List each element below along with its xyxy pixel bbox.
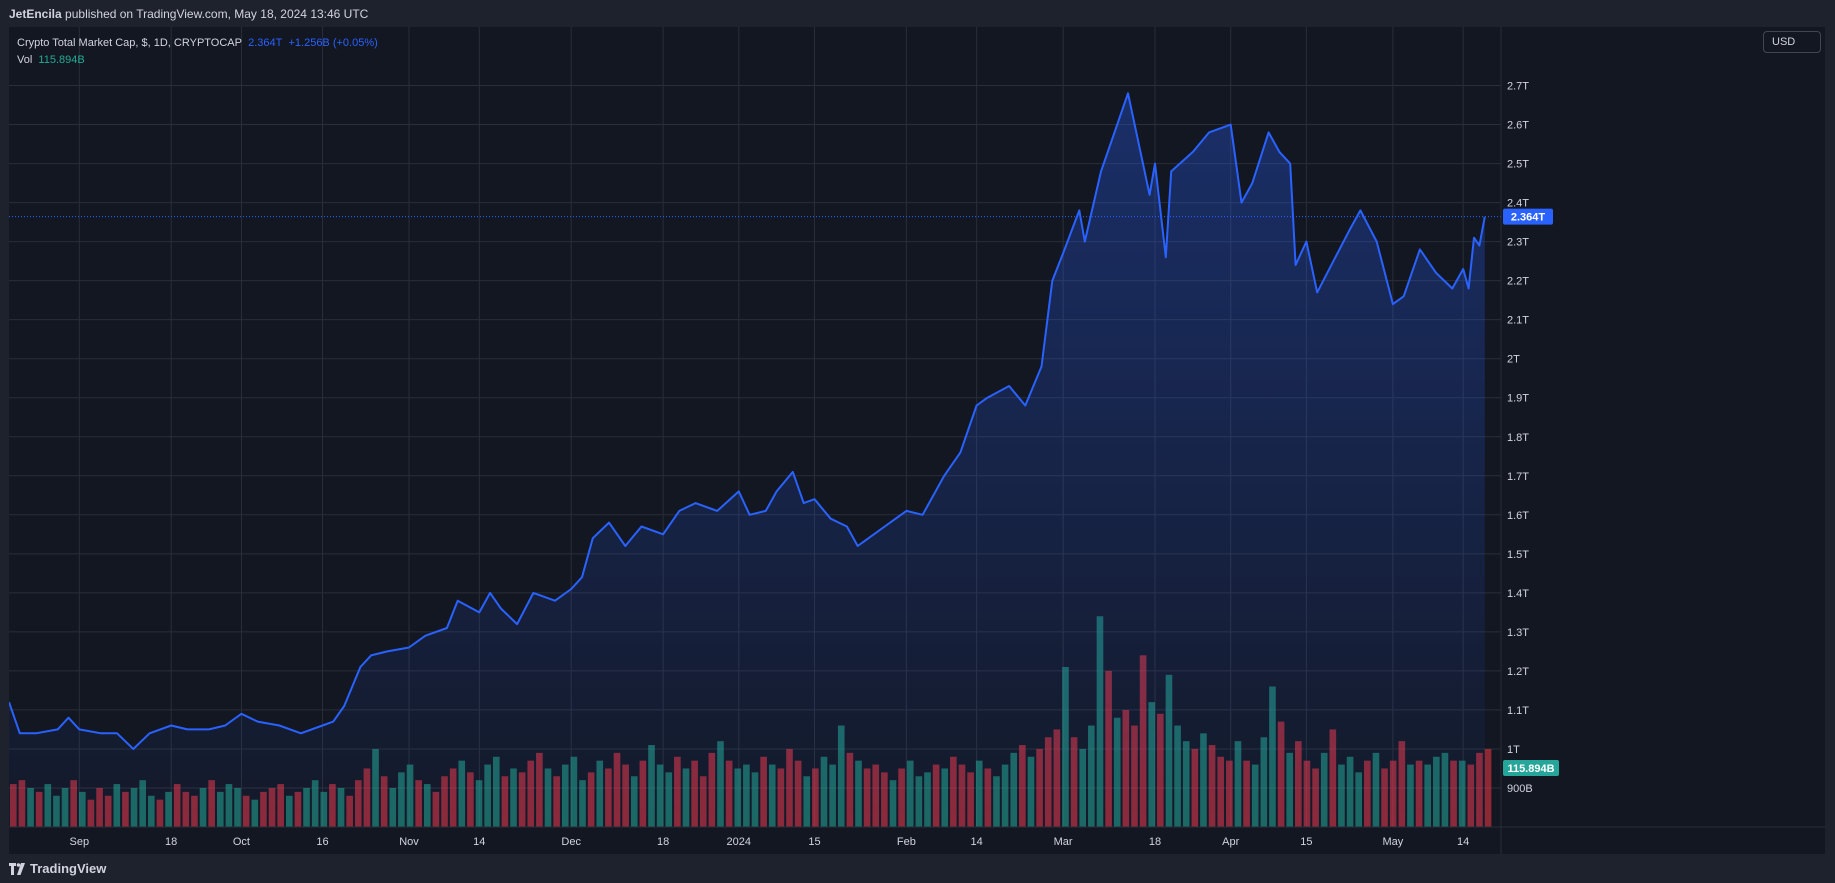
tradingview-logo[interactable]: TradingView — [9, 859, 106, 878]
publish-info: published on TradingView.com, May 18, 20… — [65, 7, 369, 21]
x-tick-label: Dec — [561, 836, 581, 848]
footer-bar: TradingView — [0, 854, 1835, 883]
y-tick-label: 1.2T — [1507, 666, 1529, 678]
x-tick-label: 18 — [165, 836, 177, 848]
chart-legend: Crypto Total Market Cap, $, 1D, CRYPTOCA… — [17, 35, 378, 69]
x-tick-label: 18 — [657, 836, 669, 848]
symbol-title[interactable]: Crypto Total Market Cap, $, 1D, CRYPTOCA… — [17, 37, 242, 49]
y-tick-label: 1.1T — [1507, 705, 1529, 717]
y-tick-label: 1.9T — [1507, 393, 1529, 405]
y-tick-label: 2.6T — [1507, 120, 1529, 132]
y-tick-label: 1T — [1507, 744, 1520, 756]
x-tick-label: 2024 — [727, 836, 751, 848]
x-tick-label: 14 — [473, 836, 485, 848]
last-volume-box — [1503, 759, 1559, 776]
author-name[interactable]: JetEncila — [9, 7, 62, 21]
vol-value: 115.894B — [38, 54, 85, 66]
x-tick-label: 15 — [808, 836, 820, 848]
x-tick-label: Nov — [399, 836, 419, 848]
area-fill — [9, 93, 1485, 828]
y-tick-label: 1.7T — [1507, 471, 1529, 483]
publish-header: JetEncila published on TradingView.com, … — [0, 0, 1835, 27]
y-tick-label: 2.7T — [1507, 81, 1529, 93]
x-tick-label: Apr — [1222, 836, 1239, 848]
x-tick-label: 15 — [1300, 836, 1312, 848]
last-volume-label: 115.894B — [1507, 763, 1554, 775]
y-tick-label: 900B — [1507, 783, 1533, 795]
y-tick-label: 2.1T — [1507, 315, 1529, 327]
y-tick-label: 2.2T — [1507, 276, 1529, 288]
change-value: +1.256B (+0.05%) — [288, 37, 378, 49]
tradingview-logo-icon — [9, 862, 25, 875]
last-price-box — [1503, 208, 1553, 225]
x-tick-label: Sep — [69, 836, 89, 848]
vol-label: Vol — [17, 54, 33, 66]
y-tick-label: 1.4T — [1507, 588, 1529, 600]
brand-name: TradingView — [30, 861, 107, 876]
volume-bar — [1484, 748, 1492, 827]
chart-svg[interactable]: 900B 1T 1.1T 1.2T 1.3T 1.4T 1.5T 1.6T 1.7T 1.8T 1.… — [9, 27, 1825, 854]
x-tick-label: 16 — [316, 836, 328, 848]
x-tick-label: Oct — [233, 836, 250, 848]
currency-button[interactable]: USD — [1763, 31, 1821, 53]
x-tick-label: 14 — [1457, 836, 1469, 848]
y-tick-label: 1.6T — [1507, 510, 1529, 522]
y-tick-label: 2T — [1507, 354, 1520, 366]
y-tick-label: 2.3T — [1507, 237, 1529, 249]
last-price-label: 2.364T — [1511, 212, 1546, 224]
y-tick-label: 1.3T — [1507, 627, 1529, 639]
chart-area[interactable]: 900B 1T 1.1T 1.2T 1.3T 1.4T 1.5T 1.6T 1.7T 1.8T 1.… — [9, 27, 1825, 854]
x-tick-label: Mar — [1054, 836, 1073, 848]
y-tick-label: 2.4T — [1507, 198, 1529, 210]
x-tick-label: 14 — [971, 836, 983, 848]
price-line — [9, 92, 1486, 750]
y-tick-label: 1.5T — [1507, 549, 1529, 561]
last-value: 2.364T — [248, 37, 283, 49]
x-tick-label: 18 — [1149, 836, 1161, 848]
y-tick-label: 1.8T — [1507, 432, 1529, 444]
x-tick-label: May — [1382, 836, 1403, 848]
y-tick-label: 2.5T — [1507, 159, 1529, 171]
x-tick-label: Feb — [897, 836, 916, 848]
